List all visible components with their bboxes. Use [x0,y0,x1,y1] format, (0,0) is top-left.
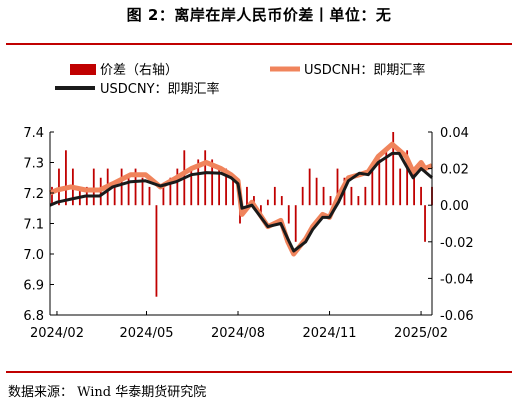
title-rule [6,43,512,45]
y-left-tick-label: 7.0 [23,248,44,263]
spread-bar-32 [273,186,276,206]
x-tick-label: 2024/08 [211,326,265,341]
y-left-tick-label: 7.2 [23,187,44,202]
cny-line [49,151,433,253]
spread-bar-31 [266,199,269,206]
x-tick-label: 2024/11 [303,326,357,341]
bottom-rule [6,371,512,373]
spread-bar-51 [406,150,409,206]
spread-bar-13 [141,177,144,206]
axes: 7.4 7.3 7.2 7.1 7.0 6.9 6.8 0.04 0.02 0.00 -0.02 -0… [23,126,473,341]
spread-bar-10 [120,168,123,206]
spread-bar-24 [218,168,221,206]
spread-bar-22 [204,150,207,206]
chart: 价差（右轴） USDCNH：即期汇率 USDCNY：即期汇率 7.4 7.3 7.2… [23,62,473,341]
spread-bar-45 [364,186,367,206]
spread-bar-9 [113,186,116,206]
y-right-tick-label: -0.06 [440,309,474,324]
spread-bar-29 [253,196,255,206]
y-right-tick-label: 0.00 [440,199,469,214]
spread-bar-17 [169,177,172,206]
spread-bar-11 [127,177,130,206]
y-right-tick-label: 0.04 [440,126,469,141]
spread-bar-44 [357,196,360,206]
spread-bar-23 [211,159,214,206]
spread-bar-28 [246,186,248,206]
figure-title: 图 2：离岸在岸人民币价差丨单位：无 [126,6,392,24]
y-left-tick-label: 7.3 [23,157,44,172]
spread-bar-1 [58,168,60,206]
spread-bar-54 [424,205,426,242]
spread-bar-37 [308,168,311,206]
cnh-line [49,141,433,257]
spread-bar-16 [162,186,165,206]
spread-bar-52 [413,168,415,206]
spread-bar-20 [190,168,193,206]
y-right-tick-label: -0.02 [440,236,474,251]
spread-bar-36 [301,186,304,206]
y-right-tick-label: -0.04 [440,272,474,287]
spread-bar-53 [420,186,422,206]
legend-label-cny: USDCNY：即期汇率 [100,81,220,97]
spread-bar-38 [315,177,318,206]
x-tick-label: 2024/02 [30,326,84,341]
spread-bar-26 [232,177,234,206]
spread-bar-34 [287,205,290,224]
spread-bar-49 [392,132,395,206]
spread-bar-47 [378,159,381,206]
spread-bar-12 [134,168,137,206]
spread-bar-15 [155,205,158,297]
spread-bar-41 [336,168,339,206]
y-left-tick-label: 7.4 [23,126,44,141]
spread-bar-50 [399,168,402,206]
x-tick-label: 2024/05 [119,326,173,341]
spread-bar-14 [148,186,151,206]
spread-bar-2 [65,150,67,206]
spread-bar-0 [51,186,53,206]
spread-bar-21 [197,159,200,206]
spread-bar-35 [294,205,297,242]
legend-swatch-spread [70,64,96,75]
y-left-tick-label: 7.1 [23,218,44,233]
spread-bar-43 [350,186,353,206]
y-right-tick-label: 0.02 [440,163,469,178]
y-left-tick-label: 6.8 [23,309,44,324]
spread-bar-25 [225,168,227,206]
spread-bar-39 [322,186,325,206]
spread-bar-18 [176,168,179,206]
legend-label-cnh: USDCNH：即期汇率 [304,62,425,78]
spread-bar-40 [329,196,332,206]
spread-bar-48 [385,150,388,206]
spread-bar-46 [371,168,374,206]
y-left-tick-label: 6.9 [23,279,44,294]
x-tick-label: 2025/02 [394,326,448,341]
legend-label-spread: 价差（右轴） [100,63,178,78]
spread-bar-30 [259,205,262,215]
spread-bar-6 [92,168,95,206]
spread-bar-33 [280,196,283,206]
legend: 价差（右轴） USDCNH：即期汇率 USDCNY：即期汇率 [55,62,425,97]
source-note: 数据来源： Wind 华泰期货研究院 [8,385,207,400]
fx-lines [49,141,433,257]
